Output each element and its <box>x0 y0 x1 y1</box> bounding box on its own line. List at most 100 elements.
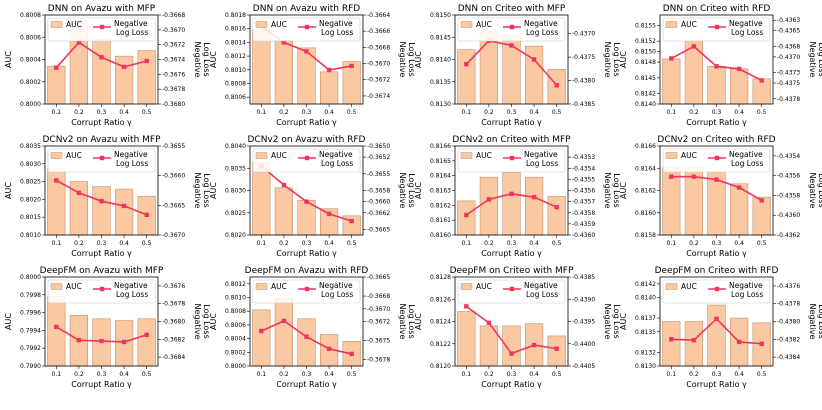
left-tick-label: 0.8006 <box>225 322 246 329</box>
x-tick-label: 0.2 <box>689 240 699 247</box>
right-tick-label: -0.3664 <box>367 12 390 19</box>
right-tick-label: -0.3662 <box>367 210 390 217</box>
loss-point <box>531 194 537 200</box>
right-tick-label: -0.3675 <box>367 338 390 345</box>
legend-auc-swatch <box>460 283 473 290</box>
x-tick-label: 0.2 <box>484 371 494 378</box>
x-tick-label: 0.4 <box>119 371 129 378</box>
legend-box <box>47 279 156 304</box>
y2-axis-label-line1: Negative <box>603 42 612 78</box>
x-tick-label: 0.4 <box>734 109 744 116</box>
y-axis-label: AUC <box>619 51 628 68</box>
subplot-title: DCNv2 on Criteo with RFD <box>657 135 775 145</box>
left-tick-label: 0.8020 <box>20 196 41 203</box>
left-tick-label: 0.8150 <box>430 12 451 19</box>
right-tick-label: -0.4390 <box>572 296 595 303</box>
y2-axis-label-line1: Negative <box>193 42 202 78</box>
right-tick-label: -0.3658 <box>367 188 390 195</box>
y2-axis-label-line2: Log Loss <box>407 173 416 207</box>
right-tick-label: -0.4358 <box>572 210 595 217</box>
left-tick-label: 0.8166 <box>430 143 451 150</box>
right-tick-label: -0.4358 <box>777 192 800 199</box>
auc-bar <box>707 304 726 367</box>
legend-auc-swatch <box>255 21 268 28</box>
x-tick-label: 0.3 <box>302 240 312 247</box>
x-tick-label: 0.1 <box>667 109 677 116</box>
auc-bar <box>547 335 566 367</box>
loss-point <box>121 64 127 70</box>
right-tick-label: -0.4359 <box>572 221 595 228</box>
left-tick-label: 0.8162 <box>635 188 656 195</box>
auc-bar <box>114 188 134 236</box>
x-tick-label: 0.5 <box>347 371 357 378</box>
left-tick-label: 0.8000 <box>225 363 246 370</box>
x-tick-label: 0.1 <box>462 109 472 116</box>
left-tick-label: 0.8128 <box>430 274 451 281</box>
legend-loss-label-line2: Log Loss <box>116 290 148 299</box>
legend-auc-swatch <box>665 283 678 290</box>
y2-axis-label-line2: Log Loss <box>817 42 822 76</box>
loss-point <box>554 346 559 351</box>
x-axis-label: Corrupt Ratio γ <box>481 118 542 127</box>
x-tick-label: 0.5 <box>347 240 357 247</box>
auc-bar <box>662 321 681 367</box>
left-tick-label: 0.8008 <box>20 12 41 19</box>
x-tick-label: 0.1 <box>257 109 267 116</box>
left-tick-label: 0.8025 <box>20 179 41 186</box>
y2-axis-label-line2: Log Loss <box>612 173 621 207</box>
loss-point <box>99 55 104 60</box>
loss-point <box>76 40 82 45</box>
right-tick-label: -0.4385 <box>572 101 595 108</box>
legend-auc-swatch <box>460 152 473 159</box>
loss-point <box>736 66 742 72</box>
x-tick-label: 0.5 <box>142 109 152 116</box>
left-tick-label: 0.8160 <box>635 210 656 217</box>
left-tick-label: 0.8035 <box>225 165 246 172</box>
y2-axis-label-line2: Log Loss <box>612 304 621 338</box>
right-tick-label: -0.4378 <box>777 301 800 308</box>
right-tick-label: -0.4360 <box>777 212 800 219</box>
y2-axis-label-line2: Log Loss <box>202 173 211 207</box>
auc-bar <box>297 318 316 367</box>
x-tick-label: 0.3 <box>507 371 517 378</box>
left-tick-label: 0.8126 <box>430 296 451 303</box>
right-tick-label: -0.4375 <box>572 54 595 61</box>
right-tick-label: -0.3672 <box>162 42 185 49</box>
subplot-3: 0.8130 0.8135 0.8140 0.8145 0.8150 -0.4385 -0.… <box>414 4 621 127</box>
loss-point <box>691 44 697 49</box>
legend-loss-label-line2: Log Loss <box>526 290 558 299</box>
y2-axis-label-line2: Log Loss <box>817 173 822 207</box>
left-tick-label: 0.8165 <box>430 158 451 165</box>
legend-auc-label: AUC <box>476 151 492 160</box>
x-tick-label: 0.3 <box>97 371 107 378</box>
legend-loss-marker <box>304 286 310 292</box>
legend-auc-swatch <box>255 152 268 159</box>
x-tick-label: 0.5 <box>757 371 767 378</box>
auc-bar <box>479 176 499 236</box>
right-tick-label: -0.4356 <box>572 188 595 195</box>
right-tick-label: -0.4378 <box>777 96 800 103</box>
y2-axis-label-line1: Negative <box>603 173 612 209</box>
loss-point <box>554 204 559 210</box>
left-tick-label: 0.8002 <box>20 79 41 86</box>
legend-loss-label-line2: Log Loss <box>116 159 148 168</box>
legend-box <box>662 17 771 42</box>
loss-point <box>76 337 82 343</box>
loss-point <box>326 211 332 217</box>
left-tick-label: 0.8145 <box>635 75 656 82</box>
auc-bar <box>457 200 476 236</box>
left-tick-label: 0.8015 <box>20 214 41 221</box>
loss-point <box>304 49 309 54</box>
y2-axis-label-line1: Negative <box>808 173 817 209</box>
legend-loss-label-line2: Log Loss <box>731 290 763 299</box>
left-tick-label: 0.8150 <box>635 49 656 56</box>
legend-auc-swatch <box>460 21 473 28</box>
legend-auc-label: AUC <box>66 151 82 160</box>
x-axis-label: Corrupt Ratio γ <box>686 249 747 258</box>
legend-box <box>252 17 361 42</box>
x-tick-label: 0.2 <box>279 109 289 116</box>
right-tick-label: -0.3678 <box>162 86 185 93</box>
legend-loss-marker <box>99 286 105 292</box>
